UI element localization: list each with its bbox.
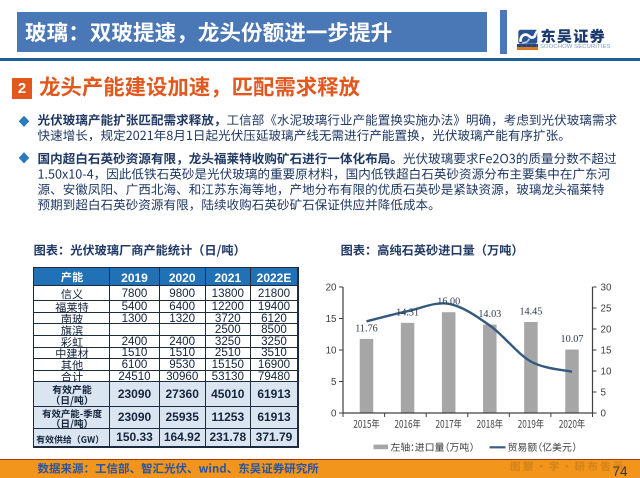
svg-text:14.31: 14.31 [396,307,419,318]
svg-text:15: 15 [326,314,337,325]
svg-text:5: 5 [331,377,337,388]
svg-text:5: 5 [601,388,607,399]
svg-text:0: 0 [601,409,607,420]
svg-text:15: 15 [601,346,612,357]
svg-text:30: 30 [601,283,612,294]
svg-text:10: 10 [601,367,612,378]
svg-text:25: 25 [601,304,612,315]
svg-text:16.00: 16.00 [437,297,460,308]
svg-text:10: 10 [326,346,337,357]
svg-text:14.45: 14.45 [519,307,542,318]
svg-text:0: 0 [331,409,337,420]
svg-text:20: 20 [601,325,612,336]
svg-text:20: 20 [326,283,337,294]
svg-text:11.76: 11.76 [355,323,378,334]
svg-text:10.07: 10.07 [561,334,584,345]
svg-text:14.03: 14.03 [478,309,501,320]
